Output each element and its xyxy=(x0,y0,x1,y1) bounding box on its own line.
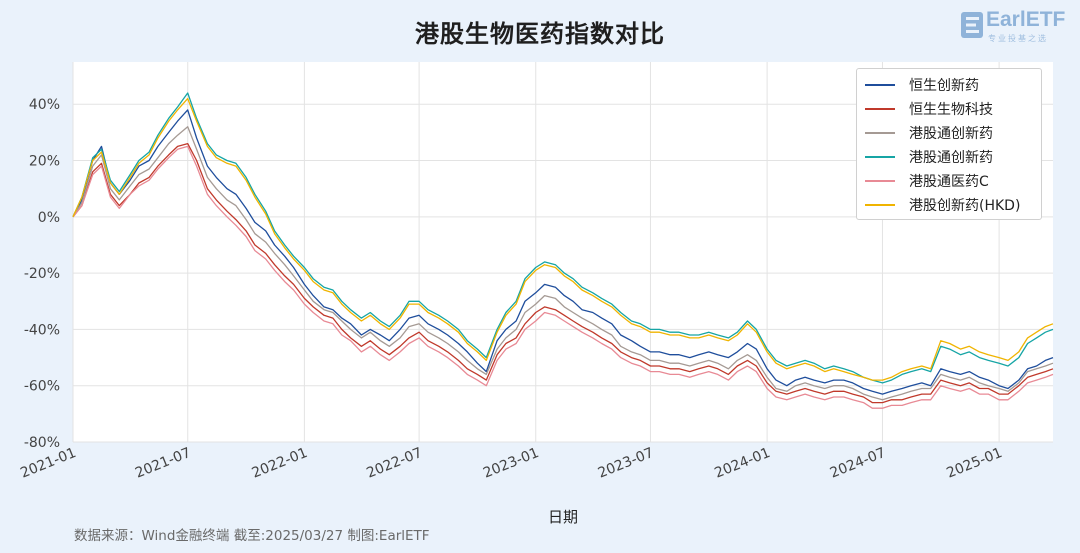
x-tick-label: 2022-07 xyxy=(364,445,424,482)
x-axis-label: 日期 xyxy=(548,508,578,526)
legend-swatch xyxy=(865,132,895,134)
legend-item: 恒生生物科技 xyxy=(865,97,1033,121)
legend-item: 港股创新药(HKD) xyxy=(865,193,1033,217)
x-tick-label: 2023-01 xyxy=(481,445,541,482)
logo-wordmark: EarlETF xyxy=(986,8,1066,31)
series-line-4 xyxy=(72,145,1054,409)
legend-swatch xyxy=(865,84,895,86)
x-tick-label: 2022-01 xyxy=(250,445,310,482)
y-tick-label: -60% xyxy=(24,379,60,395)
y-tick-label: -20% xyxy=(24,266,60,282)
x-tick-label: 2021-07 xyxy=(133,445,193,482)
series-line-1 xyxy=(72,142,1054,404)
logo-mark-icon xyxy=(961,12,983,38)
source-note: 数据来源：Wind金融终端 截至:2025/03/27 制图:EarlETF xyxy=(74,528,430,544)
series-line-0 xyxy=(72,109,1054,395)
legend-swatch xyxy=(865,108,895,110)
x-tick-label: 2025-01 xyxy=(944,445,1004,482)
y-tick-label: 20% xyxy=(29,154,60,170)
series-line-5 xyxy=(72,97,1054,381)
legend-label: 恒生生物科技 xyxy=(909,102,993,118)
legend-swatch xyxy=(865,156,895,158)
brand-logo: EarlETF 专业投基之选 xyxy=(960,8,1072,44)
x-tick-label: 2024-01 xyxy=(712,445,772,482)
series-line-2 xyxy=(72,126,1054,401)
legend-label: 恒生创新药 xyxy=(909,78,979,94)
y-tick-label: 40% xyxy=(29,97,60,113)
legend-label: 港股通创新药 xyxy=(909,150,993,166)
legend-label: 港股通创新药 xyxy=(909,126,993,142)
chart-title: 港股生物医药指数对比 xyxy=(415,20,665,48)
x-tick-label: 2024-07 xyxy=(828,445,888,482)
y-tick-label: -40% xyxy=(24,322,60,338)
chart-legend: 恒生创新药恒生生物科技 港股通创新药 港股通创新药 港股通医药C 港股创新药(HKD) xyxy=(856,68,1042,220)
y-axis-ticks: -80% -60% -40% -20% 0% 20% 40% xyxy=(24,97,60,451)
y-tick-label: -80% xyxy=(24,435,60,451)
legend-label: 港股创新药(HKD) xyxy=(909,198,1021,214)
logo-tagline: 专业投基之选 xyxy=(988,34,1048,43)
legend-item: 港股通创新药 xyxy=(865,145,1033,169)
legend-item: 港股通创新药 xyxy=(865,121,1033,145)
legend-item: 港股通医药C xyxy=(865,169,1033,193)
series-line-3 xyxy=(72,92,1054,384)
series-lines xyxy=(72,92,1054,409)
x-tick-label: 2023-07 xyxy=(596,445,656,482)
x-axis-ticks: 2021-01 2021-07 2022-01 2022-07 2023-01 2023-… xyxy=(18,445,1004,482)
legend-item: 恒生创新药 xyxy=(865,73,1033,97)
legend-swatch xyxy=(865,204,895,206)
y-tick-label: 0% xyxy=(38,210,60,226)
legend-label: 港股通医药C xyxy=(909,174,989,190)
legend-swatch xyxy=(865,180,895,182)
